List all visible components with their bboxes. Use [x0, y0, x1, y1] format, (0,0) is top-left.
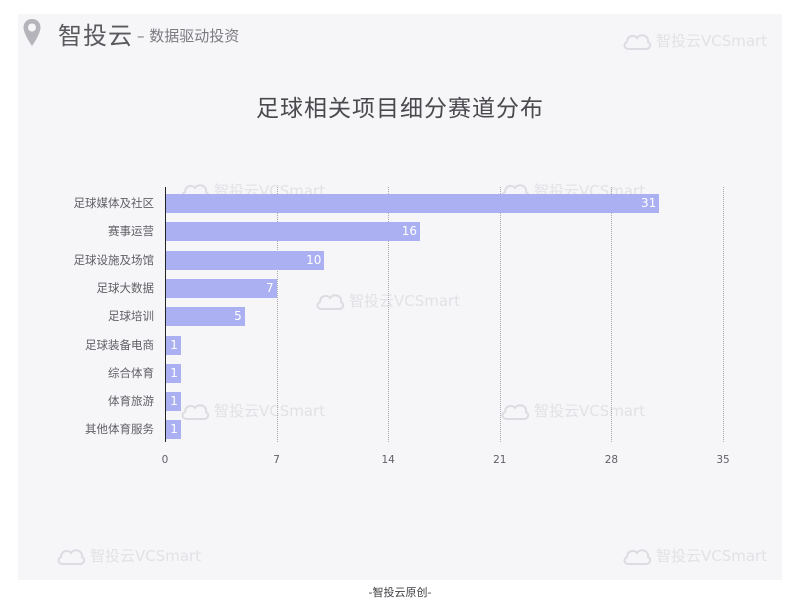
brand-slogan: – 数据驱动投资: [137, 26, 240, 45]
category-label: 足球设施及场馆: [73, 252, 155, 267]
bar: 7: [166, 278, 277, 298]
gridline: [388, 187, 390, 442]
bar-value-label: 16: [401, 224, 418, 239]
x-tick-label: 14: [381, 454, 395, 466]
bar-value-label: 1: [170, 365, 178, 380]
category-label: 足球大数据: [96, 280, 155, 295]
bar: 1: [166, 392, 181, 412]
watermark: 智投云VCSmart: [56, 545, 201, 566]
watermark: 智投云VCSmart: [622, 545, 767, 566]
bar: 10: [166, 250, 325, 270]
gridline: [611, 187, 613, 442]
x-tick-label: 21: [493, 454, 507, 466]
gridline: [723, 187, 724, 442]
bar-value-label: 1: [170, 337, 178, 352]
category-label: 体育旅游: [108, 394, 154, 409]
bar-value-label: 1: [170, 394, 178, 409]
watermark: 智投云VCSmart: [622, 30, 767, 51]
location-pin-icon: [23, 19, 41, 46]
gridline: [499, 187, 501, 442]
bar: 1: [166, 420, 181, 440]
y-axis-line: [165, 187, 166, 442]
bar-value-label: 10: [306, 252, 322, 267]
bar-value-label: 31: [640, 196, 657, 210]
x-tick-label: 7: [273, 454, 280, 466]
category-label: 足球培训: [108, 309, 154, 324]
watermark: 智投云VCSmart: [500, 400, 645, 421]
cloud-logo-icon: [181, 403, 210, 420]
cloud-logo-icon: [57, 548, 86, 565]
category-label: 赛事运营: [108, 224, 154, 239]
bar-value-label: 7: [265, 280, 274, 295]
gridline: [276, 187, 278, 442]
category-label: 足球装备电商: [85, 337, 154, 352]
bar: 1: [166, 335, 181, 355]
x-tick-label: 0: [161, 454, 169, 466]
watermark: 智投云VCSmart: [180, 400, 325, 421]
footer-credit: -智投云原创-: [368, 586, 432, 599]
cloud-logo-icon: [501, 403, 530, 420]
bar: 5: [166, 307, 245, 327]
cloud-logo-icon: [623, 548, 652, 565]
chart-title: 足球相关项目细分赛道分布: [256, 96, 544, 122]
x-tick-label: 28: [604, 454, 619, 466]
category-label: 综合体育: [108, 365, 154, 380]
x-tick-label: 35: [716, 454, 730, 466]
brand-name: 智投云: [58, 21, 133, 50]
bar: 1: [166, 363, 181, 383]
bar-value-label: 5: [234, 309, 242, 324]
bar: 16: [166, 222, 421, 242]
cloud-logo-icon: [623, 33, 652, 50]
watermark: 智投云VCSmart: [315, 290, 460, 311]
chart-panel: [18, 14, 782, 580]
bar: 31: [166, 194, 660, 213]
bar-value-label: 1: [170, 422, 178, 437]
cloud-logo-icon: [316, 293, 345, 310]
category-label: 其他体育服务: [85, 422, 154, 437]
header: 智投云 – 数据驱动投资: [22, 16, 239, 50]
category-label: 足球媒体及社区: [73, 196, 155, 210]
